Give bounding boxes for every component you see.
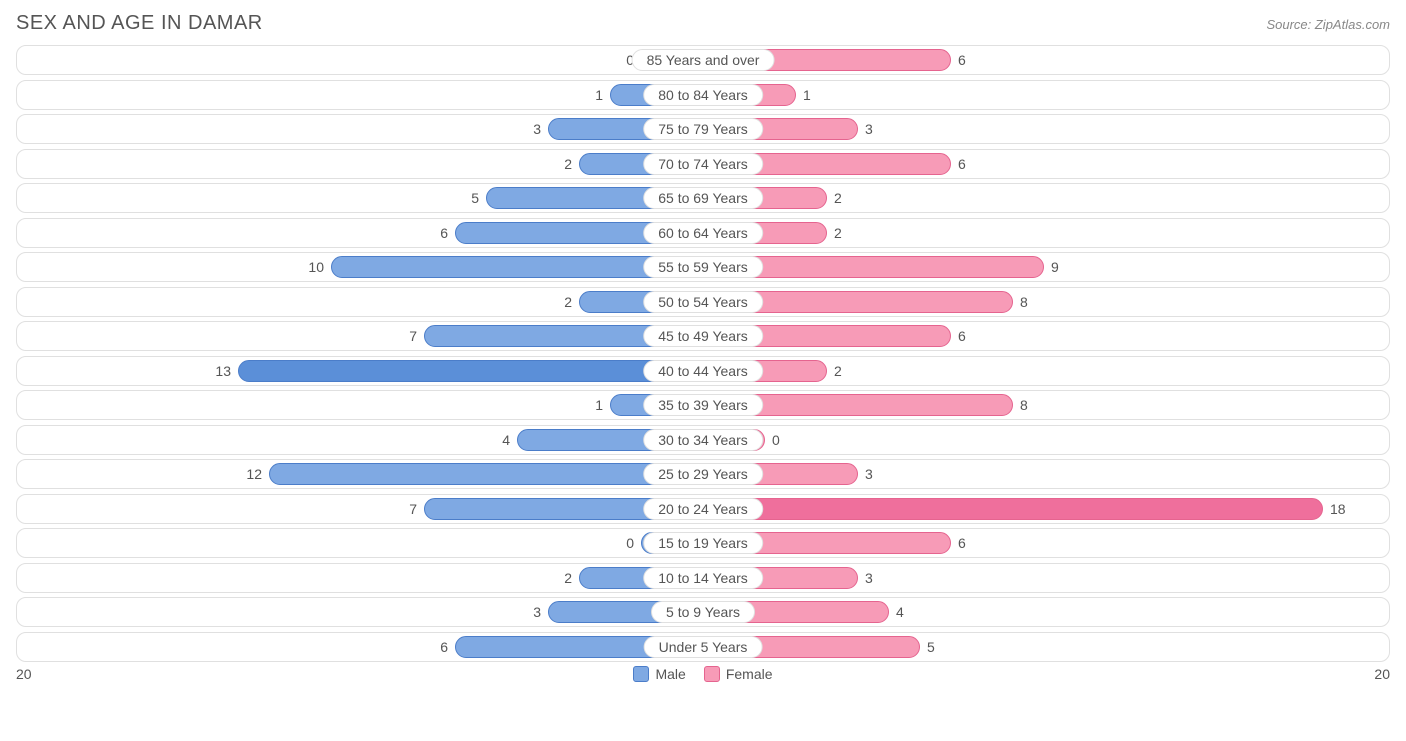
male-value: 13 xyxy=(215,363,231,379)
female-value: 2 xyxy=(834,363,842,379)
population-pyramid: 0685 Years and over1180 to 84 Years3375 … xyxy=(16,45,1390,662)
age-category: 75 to 79 Years xyxy=(643,118,763,140)
male-value: 10 xyxy=(308,259,324,275)
pyramid-row: 7 6 45 to 49 Years xyxy=(16,321,1390,351)
chart-footer: 20 Male Female 20 xyxy=(16,666,1390,682)
pyramid-row: 71820 to 24 Years xyxy=(16,494,1390,524)
age-category: 30 to 34 Years xyxy=(643,429,763,451)
female-value: 3 xyxy=(865,466,873,482)
male-value: 3 xyxy=(533,604,541,620)
age-category: 5 to 9 Years xyxy=(651,601,755,623)
female-value: 6 xyxy=(958,156,966,172)
male-value: 7 xyxy=(409,501,417,517)
pyramid-row: 4 0 30 to 34 Years xyxy=(16,425,1390,455)
legend-female: Female xyxy=(704,666,773,682)
pyramid-row: 1 8 35 to 39 Years xyxy=(16,390,1390,420)
female-value: 8 xyxy=(1020,294,1028,310)
female-value: 3 xyxy=(865,121,873,137)
age-category: 15 to 19 Years xyxy=(643,532,763,554)
age-category: 25 to 29 Years xyxy=(643,463,763,485)
male-value: 3 xyxy=(533,121,541,137)
female-value: 6 xyxy=(958,535,966,551)
chart-source: Source: ZipAtlas.com xyxy=(1266,17,1390,32)
female-value: 2 xyxy=(834,190,842,206)
pyramid-row: 2 8 50 to 54 Years xyxy=(16,287,1390,317)
age-category: 40 to 44 Years xyxy=(643,360,763,382)
age-category: 50 to 54 Years xyxy=(643,291,763,313)
male-value: 6 xyxy=(440,639,448,655)
pyramid-row: 13 2 40 to 44 Years xyxy=(16,356,1390,386)
pyramid-row: 3 4 5 to 9 Years xyxy=(16,597,1390,627)
female-value: 4 xyxy=(896,604,904,620)
age-category: 60 to 64 Years xyxy=(643,222,763,244)
female-value: 2 xyxy=(834,225,842,241)
age-category: Under 5 Years xyxy=(644,636,763,658)
age-category: 45 to 49 Years xyxy=(643,325,763,347)
female-value: 8 xyxy=(1020,397,1028,413)
age-category: 65 to 69 Years xyxy=(643,187,763,209)
female-bar: 18 xyxy=(703,498,1323,520)
male-value: 2 xyxy=(564,294,572,310)
legend-female-swatch xyxy=(704,666,720,682)
pyramid-row: 3 3 75 to 79 Years xyxy=(16,114,1390,144)
age-category: 20 to 24 Years xyxy=(643,498,763,520)
pyramid-row: 12 3 25 to 29 Years xyxy=(16,459,1390,489)
female-value: 6 xyxy=(958,328,966,344)
axis-left-max: 20 xyxy=(16,666,32,682)
legend-female-label: Female xyxy=(726,666,773,682)
pyramid-row: 10 9 55 to 59 Years xyxy=(16,252,1390,282)
female-value: 1 xyxy=(803,87,811,103)
pyramid-row: 0 6 15 to 19 Years xyxy=(16,528,1390,558)
age-category: 85 Years and over xyxy=(632,49,775,71)
male-value: 2 xyxy=(564,156,572,172)
male-value: 0 xyxy=(626,535,634,551)
legend-male-swatch xyxy=(633,666,649,682)
male-value: 6 xyxy=(440,225,448,241)
male-value: 12 xyxy=(246,466,262,482)
male-value: 7 xyxy=(409,328,417,344)
pyramid-row: 0685 Years and over xyxy=(16,45,1390,75)
axis-right-max: 20 xyxy=(1374,666,1390,682)
male-bar: 13 xyxy=(238,360,703,382)
female-value: 0 xyxy=(772,432,780,448)
female-value: 9 xyxy=(1051,259,1059,275)
legend-male: Male xyxy=(633,666,685,682)
female-value: 6 xyxy=(958,52,966,68)
age-category: 35 to 39 Years xyxy=(643,394,763,416)
chart-header: SEX AND AGE IN DAMAR Source: ZipAtlas.co… xyxy=(16,12,1390,35)
female-value: 3 xyxy=(865,570,873,586)
pyramid-row: 6 2 60 to 64 Years xyxy=(16,218,1390,248)
pyramid-row: 1 1 80 to 84 Years xyxy=(16,80,1390,110)
age-category: 70 to 74 Years xyxy=(643,153,763,175)
female-value: 5 xyxy=(927,639,935,655)
age-category: 10 to 14 Years xyxy=(643,567,763,589)
pyramid-row: 2 6 70 to 74 Years xyxy=(16,149,1390,179)
age-category: 80 to 84 Years xyxy=(643,84,763,106)
age-category: 55 to 59 Years xyxy=(643,256,763,278)
male-value: 1 xyxy=(595,87,603,103)
legend: Male Female xyxy=(633,666,772,682)
pyramid-row: 6 5 Under 5 Years xyxy=(16,632,1390,662)
male-value: 1 xyxy=(595,397,603,413)
male-bar: 12 xyxy=(269,463,703,485)
pyramid-row: 2 3 10 to 14 Years xyxy=(16,563,1390,593)
male-value: 2 xyxy=(564,570,572,586)
male-value: 4 xyxy=(502,432,510,448)
male-value: 5 xyxy=(471,190,479,206)
legend-male-label: Male xyxy=(655,666,685,682)
chart-title: SEX AND AGE IN DAMAR xyxy=(16,12,263,35)
female-value: 18 xyxy=(1330,501,1346,517)
pyramid-row: 5 2 65 to 69 Years xyxy=(16,183,1390,213)
